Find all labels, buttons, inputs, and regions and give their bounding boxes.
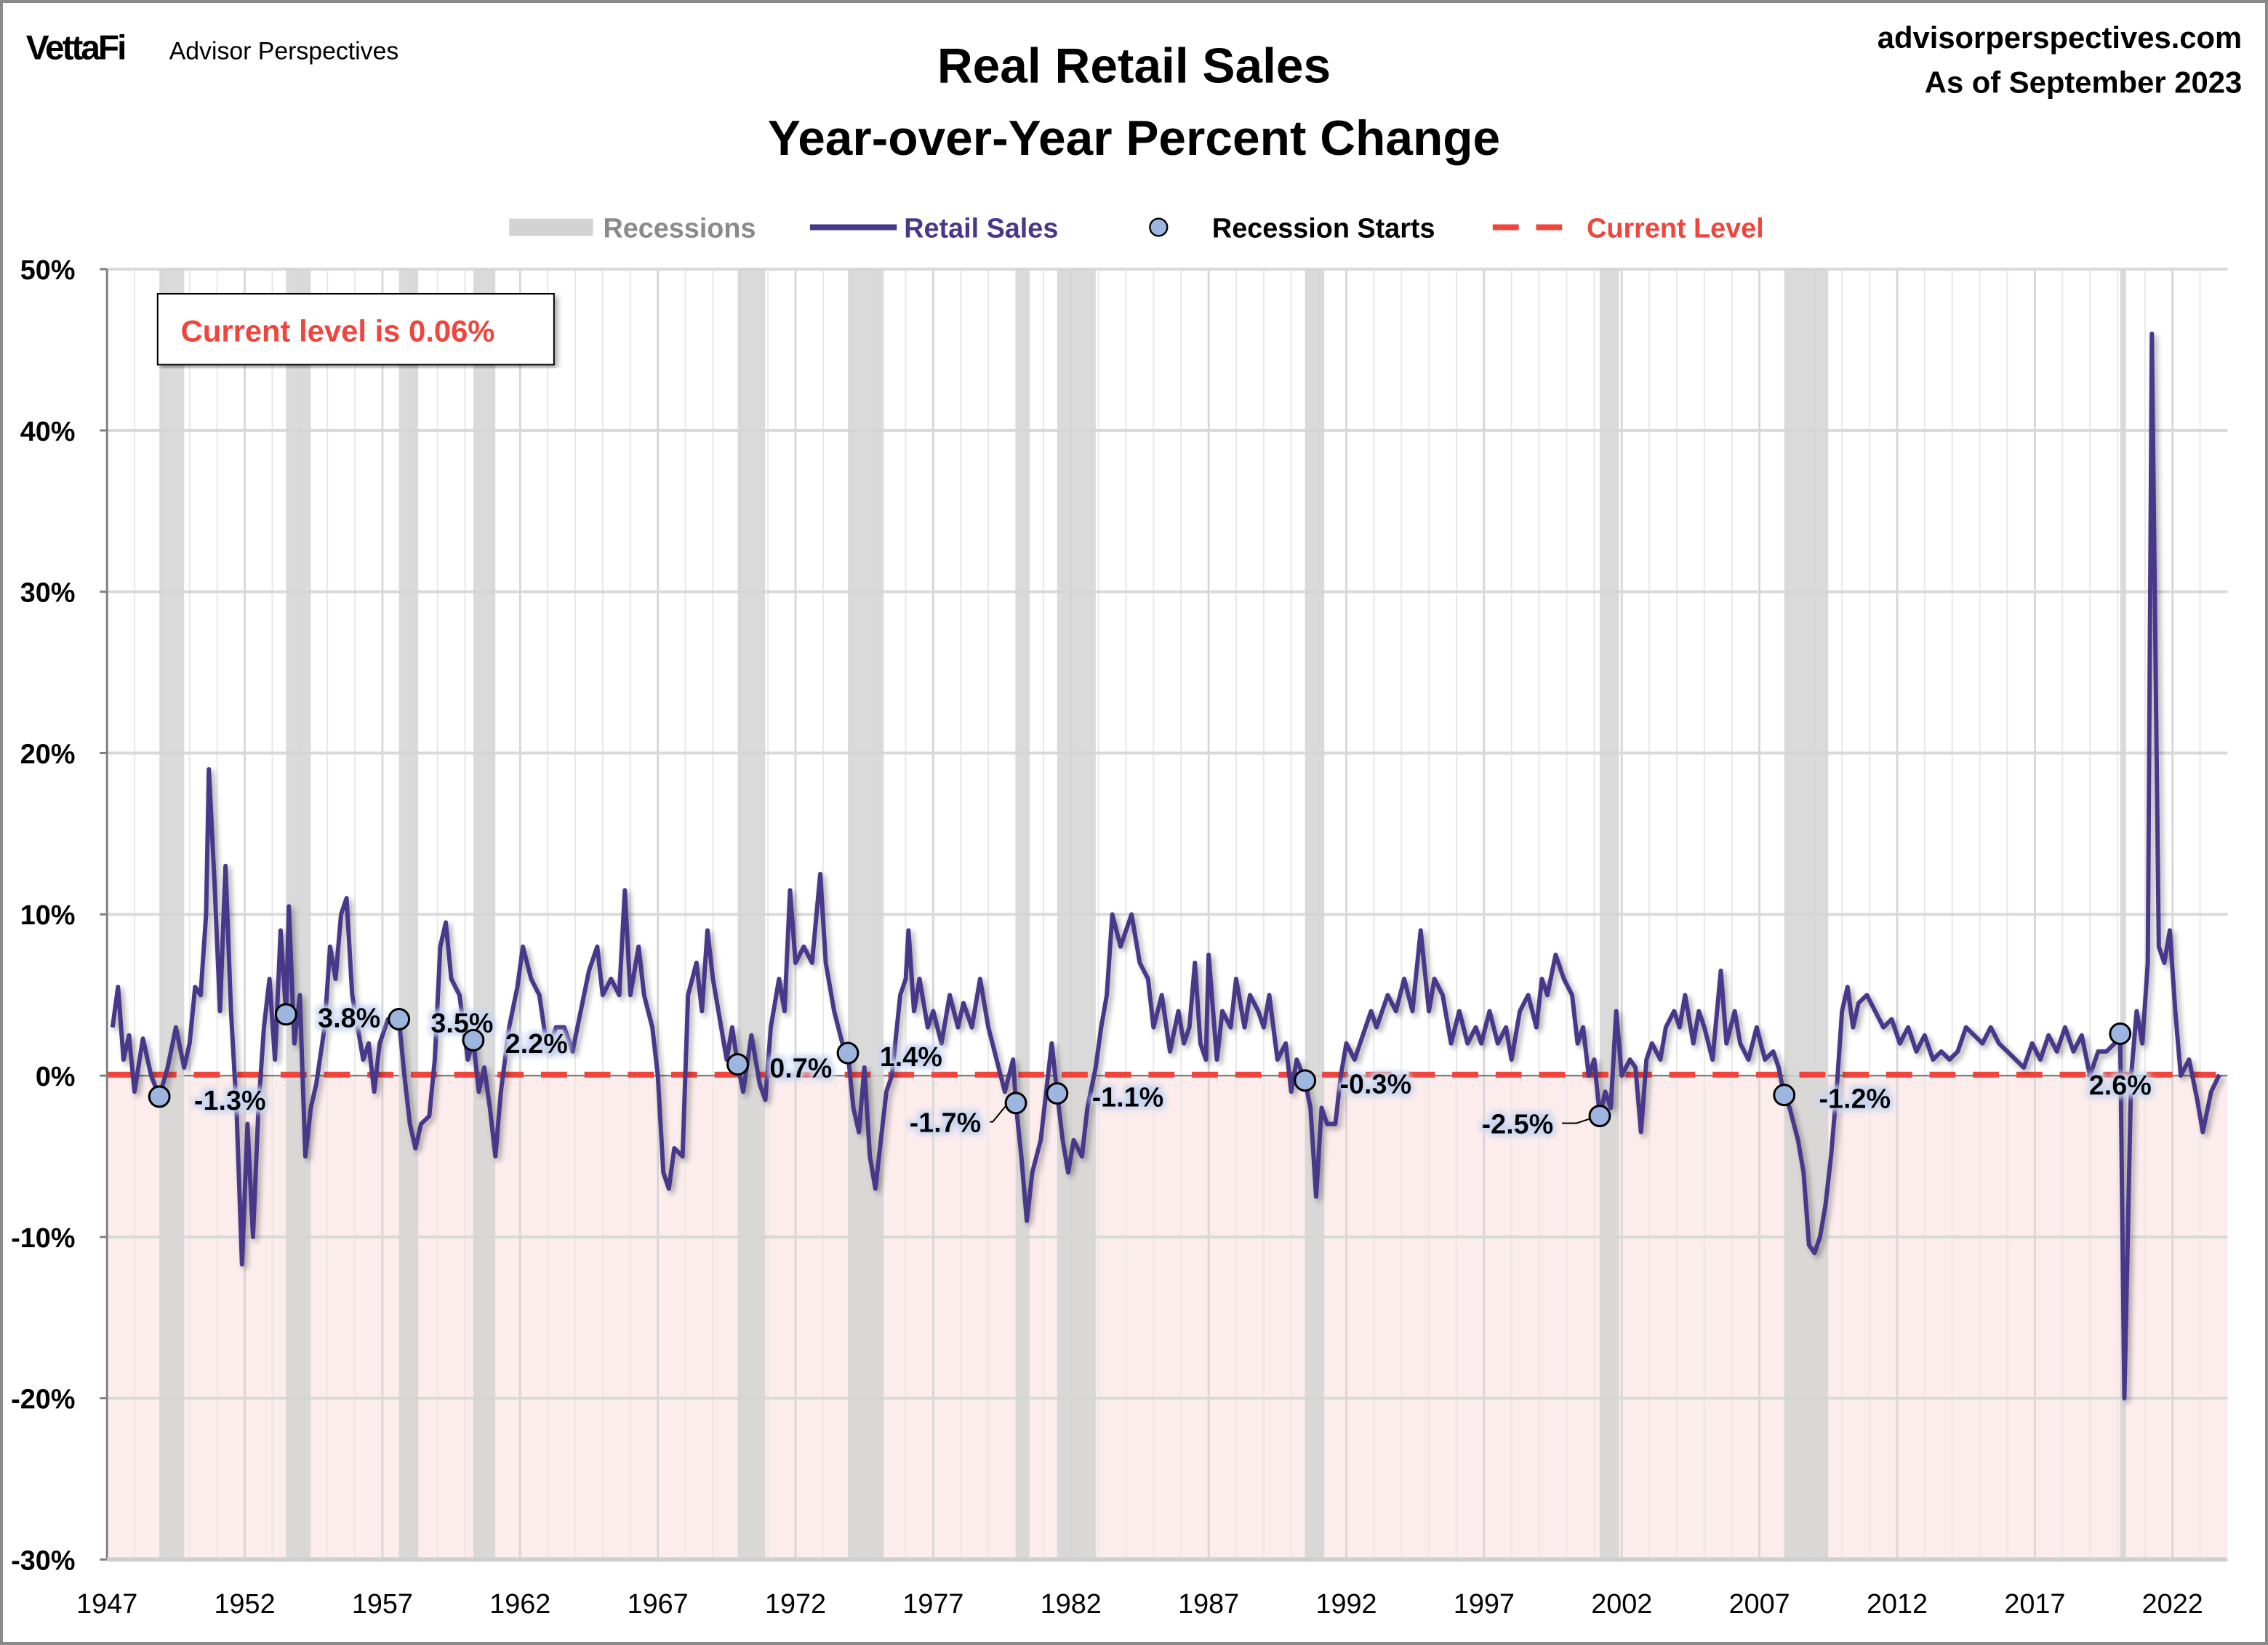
- recession-band: [398, 269, 419, 1560]
- x-tick-label: 2002: [1591, 1589, 1652, 1620]
- recession-start-label: 2.2%: [505, 1029, 568, 1060]
- current-level-callout: Current level is 0.06%: [156, 292, 555, 366]
- recession-start-marker: [1004, 1092, 1027, 1115]
- as-of-date: As of September 2023: [1925, 65, 2242, 99]
- recession-band: [1599, 269, 1619, 1560]
- x-tick-label: 1982: [1041, 1589, 1102, 1620]
- recession-start-label: 3.5%: [430, 1008, 493, 1038]
- legend-current-level-label: Current Level: [1587, 213, 1764, 244]
- x-tick-label: 1957: [352, 1589, 413, 1620]
- recession-start-marker: [1294, 1069, 1317, 1092]
- recession-start-label: 2.6%: [2089, 1070, 2152, 1101]
- recession-start-marker: [462, 1028, 485, 1052]
- leader-line: [990, 1105, 1006, 1123]
- retail-sales-line: [110, 331, 2221, 1401]
- legend-recessions-label: Recessions: [603, 213, 756, 244]
- x-tick-label: 2017: [2004, 1589, 2065, 1620]
- recession-start-label: -1.7%: [910, 1108, 982, 1139]
- legend: Recessions Retail Sales Recession Starts…: [509, 213, 1764, 244]
- recession-start-marker: [388, 1008, 411, 1030]
- callout-text: Current level is 0.06%: [181, 314, 495, 348]
- recession-band: [2120, 269, 2126, 1560]
- recession-start-marker: [836, 1041, 859, 1065]
- x-tick-label: 1997: [1454, 1589, 1515, 1620]
- x-tick-label: 1947: [76, 1589, 137, 1620]
- recession-start-label: -2.5%: [1482, 1109, 1554, 1140]
- chart-title: Real Retail Sales: [937, 39, 1331, 94]
- x-tick-label: 2007: [1729, 1589, 1790, 1620]
- recession-start-label: -1.2%: [1819, 1084, 1891, 1115]
- x-axis: 1947 1952 1957 1962 1967 1972 1977 1982 1987 1992…: [76, 1557, 2228, 1620]
- recession-start-label: 0.7%: [769, 1053, 832, 1084]
- recession-band: [159, 269, 185, 1560]
- recession-start-marker: [1773, 1084, 1796, 1107]
- recession-band: [1305, 269, 1325, 1560]
- x-tick-label: 1952: [215, 1589, 276, 1620]
- x-tick-label: 1967: [628, 1589, 689, 1620]
- recession-start-marker: [1046, 1082, 1069, 1105]
- recession-band: [473, 269, 496, 1560]
- y-tick-label: -30%: [11, 1545, 75, 1576]
- y-tick-label: -20%: [11, 1385, 75, 1415]
- recession-start-marker: [2109, 1022, 2132, 1045]
- y-tick-label: 30%: [20, 578, 76, 609]
- recession-band: [1784, 269, 1829, 1560]
- y-tick-label: 50%: [20, 255, 76, 286]
- recession-band: [1057, 269, 1096, 1560]
- x-tick-label: 1992: [1315, 1589, 1377, 1620]
- y-tick-label: 40%: [20, 417, 76, 447]
- recession-band: [847, 269, 884, 1560]
- recession-start-marker: [1588, 1105, 1611, 1127]
- recession-band: [1016, 269, 1030, 1560]
- plot-area: -1.3% 3.8% 3.5% 2.2% 0.7% 1.4% -1.7% -1.1% -0.3%…: [107, 268, 2228, 1561]
- recession-start-marker: [274, 1003, 297, 1026]
- x-tick-label: 2022: [2142, 1589, 2203, 1620]
- y-tick-label: 0%: [36, 1062, 76, 1092]
- y-tick-label: 10%: [20, 900, 76, 931]
- callout-box: [156, 292, 555, 366]
- recession-start-label: 1.4%: [880, 1042, 942, 1073]
- negative-area: [107, 1076, 2228, 1560]
- recession-start-label: -1.3%: [194, 1086, 266, 1116]
- y-tick-label: -10%: [11, 1223, 75, 1254]
- recession-start-label: 3.8%: [318, 1004, 380, 1034]
- y-axis: 50% 40% 30% 20% 10% 0% -10% -20% -30%: [11, 255, 108, 1576]
- leader-line: [1562, 1118, 1590, 1124]
- recession-band: [737, 269, 766, 1560]
- brand-name: Advisor Perspectives: [169, 38, 399, 65]
- chart-subtitle: Year-over-Year Percent Change: [768, 111, 1500, 166]
- legend-retail-sales-label: Retail Sales: [904, 213, 1058, 244]
- x-tick-label: 1977: [902, 1589, 963, 1620]
- x-tick-label: 1962: [489, 1589, 550, 1620]
- x-tick-label: 2012: [1867, 1589, 1928, 1620]
- legend-recessions-swatch: [509, 218, 593, 236]
- y-tick-label: 20%: [20, 739, 76, 769]
- vettafi-logo: VettaFi: [26, 29, 125, 68]
- site-url: advisorperspectives.com: [1878, 20, 2242, 55]
- recession-start-label: -1.1%: [1092, 1082, 1164, 1113]
- x-tick-label: 1972: [765, 1589, 826, 1620]
- recession-start-marker: [726, 1053, 749, 1076]
- legend-recession-starts-marker: [1149, 217, 1169, 237]
- recession-start-label: -0.3%: [1339, 1070, 1411, 1100]
- x-tick-label: 1987: [1178, 1589, 1239, 1620]
- legend-recession-starts-label: Recession Starts: [1212, 213, 1435, 244]
- recession-start-marker: [148, 1085, 171, 1108]
